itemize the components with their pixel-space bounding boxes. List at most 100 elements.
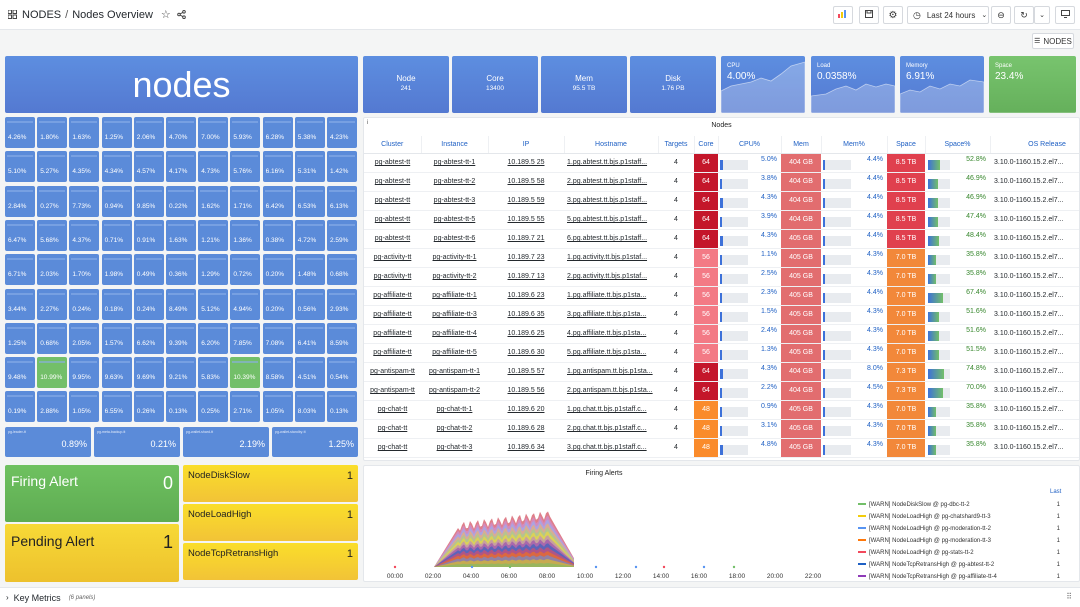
nodes-link-button[interactable]: ☰ NODES	[1032, 33, 1074, 49]
table-row[interactable]: pg-antispam-tt pg-antispam-tt-2 10.189.5 5…	[364, 381, 1079, 401]
table-row[interactable]: pg-affiliate-tt pg-affiliate-tt-5 10.189.6…	[364, 343, 1079, 363]
node-cpu-cell[interactable]: 2.59%	[327, 219, 357, 251]
hostname-cell[interactable]: 2.pg.antispam.tt.bjs.p1sta...	[564, 381, 658, 401]
node-cpu-cell[interactable]: 4.70%	[166, 117, 196, 148]
node-cpu-cell[interactable]: 2.84%	[5, 185, 35, 217]
node-cpu-cell[interactable]: 6.16%	[262, 151, 293, 183]
node-cpu-cell[interactable]: 0.71%	[101, 219, 132, 251]
node-cpu-cell[interactable]: 0.68%	[37, 322, 68, 354]
node-cpu-cell[interactable]: 0.13%	[166, 391, 196, 423]
cluster-cell[interactable]: pg-chat-tt	[364, 438, 421, 458]
node-cpu-cell[interactable]: 9.39%	[166, 322, 196, 354]
node-cpu-cell[interactable]: 4.73%	[198, 151, 229, 183]
node-cpu-cell[interactable]: 5.27%	[37, 151, 68, 183]
cluster-cell[interactable]: pg-abtest-tt	[364, 153, 421, 173]
node-cpu-cell[interactable]: 0.22%	[166, 185, 196, 217]
node-cpu-cell[interactable]: 0.56%	[294, 288, 325, 320]
ip-cell[interactable]: 10.189.5 59	[488, 191, 564, 211]
column-header-space[interactable]: Space	[887, 136, 926, 154]
node-cpu-cell[interactable]: 5.10%	[5, 151, 35, 183]
instance-cell[interactable]: pg-abtest-tt-3	[421, 191, 488, 211]
cluster-cell[interactable]: pg-antispam-tt	[364, 362, 421, 382]
node-cpu-cell[interactable]: 9.69%	[133, 357, 164, 389]
hostname-cell[interactable]: 2.pg.chat.tt.bjs.p1staff.c...	[564, 419, 658, 439]
node-cpu-cell[interactable]: 1.57%	[101, 322, 132, 354]
dashboard-title[interactable]: Nodes Overview	[72, 8, 153, 21]
star-icon[interactable]: ☆	[160, 9, 171, 21]
node-cpu-cell[interactable]: 4.35%	[69, 151, 100, 183]
column-header-cluster[interactable]: Cluster	[364, 136, 422, 154]
instance-cell[interactable]: pg-affiliate-tt-5	[421, 343, 488, 363]
refresh-interval-dropdown[interactable]: ⌄	[1034, 6, 1050, 24]
instance-cell[interactable]: pg-affiliate-tt-4	[421, 324, 488, 344]
node-cpu-cell[interactable]: 7.85%	[230, 322, 261, 354]
table-row[interactable]: pg-affiliate-tt pg-affiliate-tt-4 10.189.6…	[364, 324, 1079, 344]
node-cpu-cell[interactable]: 0.72%	[230, 254, 261, 286]
node-cpu-cell[interactable]: 4.51%	[294, 357, 325, 389]
cluster-cell[interactable]: pg-affiliate-tt	[364, 343, 421, 363]
node-cpu-cell[interactable]: 1.80%	[37, 117, 68, 148]
column-header-ip[interactable]: IP	[488, 136, 565, 154]
column-header-mem[interactable]: Mem%	[821, 136, 888, 154]
instance-cell[interactable]: pg-activity-tt-2	[421, 267, 488, 287]
node-cpu-cell[interactable]: 6.20%	[198, 322, 229, 354]
node-cpu-cell[interactable]: 6.28%	[262, 117, 293, 148]
node-cpu-wide-cell[interactable]: pg-leader-tt 0.89%	[5, 427, 91, 457]
node-cpu-cell[interactable]: 6.55%	[101, 391, 132, 423]
cluster-cell[interactable]: pg-chat-tt	[364, 400, 421, 420]
node-cpu-cell[interactable]: 9.95%	[69, 357, 100, 389]
column-header-cpu[interactable]: CPU%	[718, 136, 782, 154]
hostname-cell[interactable]: 1.pg.abtest.tt.bjs.p1staff...	[564, 153, 658, 173]
legend-item[interactable]: [WARN] NodeTcpRetransHigh @ pg-abtest-tt…	[858, 559, 1060, 571]
node-cpu-wide-cell[interactable]: pg-wallet-standby-tt 1.25%	[272, 427, 358, 457]
hostname-cell[interactable]: 5.pg.abtest.tt.bjs.p1staff...	[564, 210, 658, 230]
node-cpu-cell[interactable]: 0.18%	[101, 288, 132, 320]
instance-cell[interactable]: pg-activity-tt-1	[421, 248, 488, 268]
instance-cell[interactable]: pg-abtest-tt-5	[421, 210, 488, 230]
hostname-cell[interactable]: 1.pg.chat.tt.bjs.p1staff.c...	[564, 400, 658, 420]
hostname-cell[interactable]: 2.pg.abtest.tt.bjs.p1staff...	[564, 172, 658, 192]
cluster-cell[interactable]: pg-antispam-tt	[364, 381, 421, 401]
node-cpu-cell[interactable]: 0.94%	[101, 185, 132, 217]
node-cpu-cell[interactable]: 4.72%	[294, 219, 325, 251]
node-cpu-cell[interactable]: 0.27%	[37, 185, 68, 217]
node-cpu-cell[interactable]: 0.13%	[327, 391, 357, 423]
table-row[interactable]: pg-activity-tt pg-activity-tt-1 10.189.7 2…	[364, 248, 1079, 268]
column-header-targets[interactable]: Targets	[658, 136, 695, 154]
hostname-cell[interactable]: 3.pg.chat.tt.bjs.p1staff.c...	[564, 438, 658, 458]
ip-cell[interactable]: 10.189.5 25	[488, 153, 564, 173]
node-cpu-cell[interactable]: 0.20%	[262, 288, 293, 320]
key-metrics-row[interactable]: › Key Metrics (6 panels) ⠿	[0, 587, 1080, 607]
table-row[interactable]: pg-abtest-tt pg-abtest-tt-2 10.189.5 58 2.p…	[364, 172, 1079, 192]
table-row[interactable]: pg-abtest-tt pg-abtest-tt-1 10.189.5 25 1.p…	[364, 153, 1079, 173]
node-cpu-cell[interactable]: 0.38%	[262, 219, 293, 251]
node-cpu-cell[interactable]: 1.29%	[198, 254, 229, 286]
cluster-cell[interactable]: pg-activity-tt	[364, 248, 421, 268]
node-cpu-cell[interactable]: 1.63%	[69, 117, 100, 148]
grid-icon[interactable]	[6, 10, 18, 19]
table-row[interactable]: pg-chat-tt pg-chat-tt-1 10.189.6 20 1.pg.ch…	[364, 400, 1079, 420]
node-cpu-cell[interactable]: 4.26%	[5, 117, 35, 148]
ip-cell[interactable]: 10.189.5 55	[488, 210, 564, 230]
hostname-cell[interactable]: 6.pg.abtest.tt.bjs.p1staff...	[564, 229, 658, 249]
instance-cell[interactable]: pg-abtest-tt-2	[421, 172, 488, 192]
node-cpu-cell[interactable]: 1.62%	[198, 185, 229, 217]
node-cpu-cell[interactable]: 6.42%	[262, 185, 293, 217]
node-cpu-cell[interactable]: 0.68%	[327, 254, 357, 286]
legend-item[interactable]: [WARN] NodeDiskSlow @ pg-dbc-tt-2 1	[858, 499, 1060, 511]
node-cpu-cell[interactable]: 1.42%	[327, 151, 357, 183]
legend-item[interactable]: [WARN] NodeLoadHigh @ pg-stats-tt-2 1	[858, 547, 1060, 559]
node-cpu-cell[interactable]: 0.25%	[198, 391, 229, 423]
node-cpu-cell[interactable]: 0.36%	[166, 254, 196, 286]
column-header-hostname[interactable]: Hostname	[564, 136, 659, 154]
node-cpu-cell[interactable]: 5.38%	[294, 117, 325, 148]
node-cpu-cell[interactable]: 2.71%	[230, 391, 261, 423]
node-cpu-cell[interactable]: 0.49%	[133, 254, 164, 286]
ip-cell[interactable]: 10.189.7 23	[488, 248, 564, 268]
instance-cell[interactable]: pg-chat-tt-3	[421, 438, 488, 458]
cluster-cell[interactable]: pg-abtest-tt	[364, 210, 421, 230]
node-cpu-cell[interactable]: 7.08%	[262, 322, 293, 354]
node-cpu-cell[interactable]: 2.88%	[37, 391, 68, 423]
instance-cell[interactable]: pg-chat-tt-2	[421, 419, 488, 439]
node-cpu-cell[interactable]: 5.76%	[230, 151, 261, 183]
